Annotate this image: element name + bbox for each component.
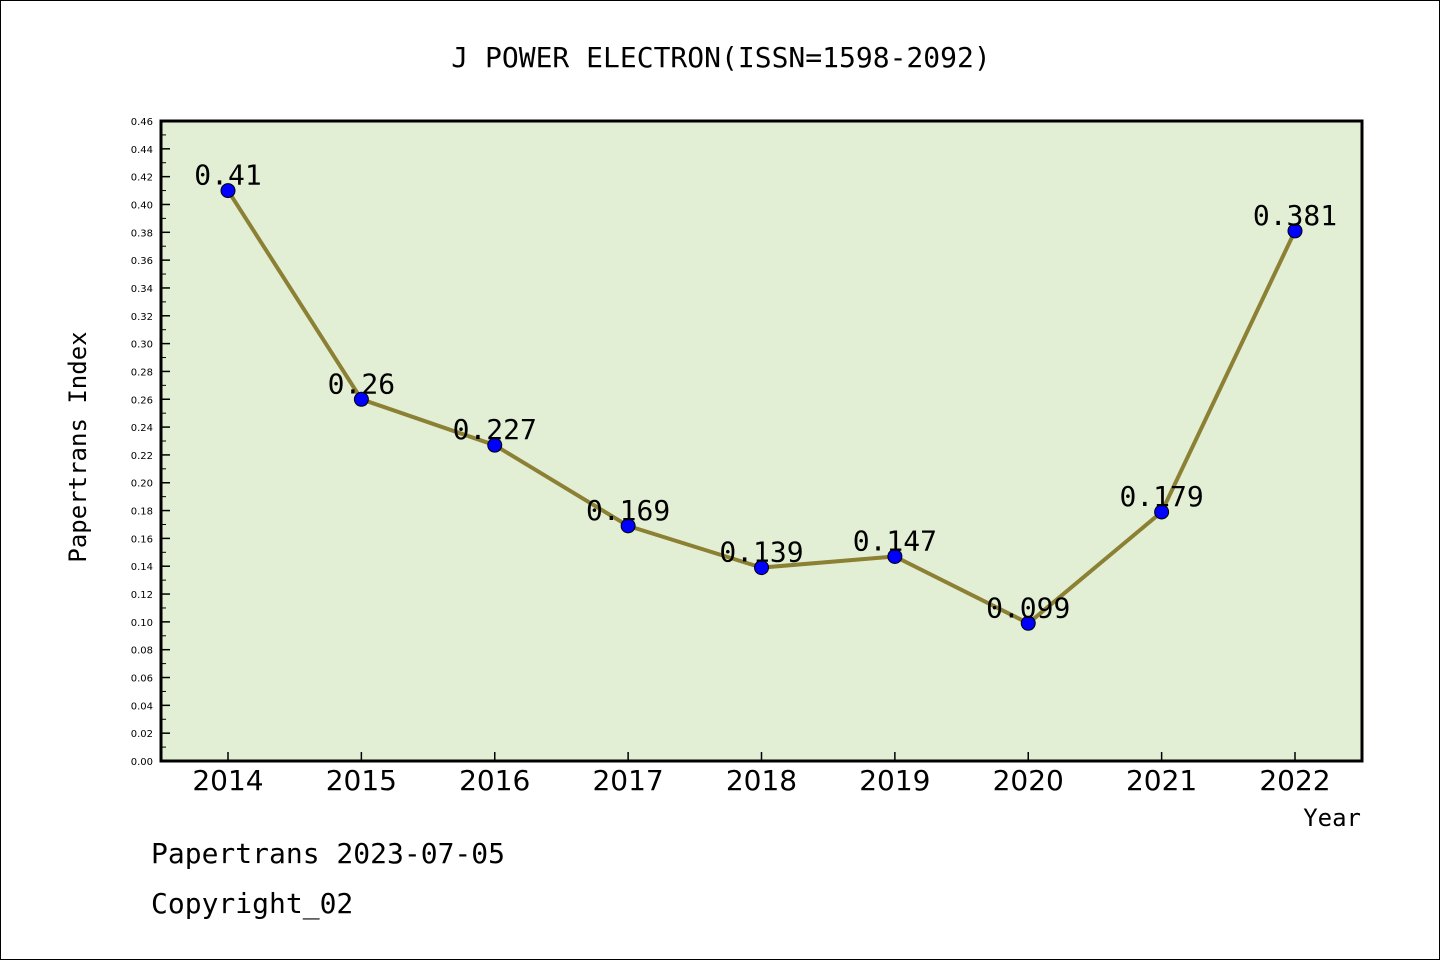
x-tick-label: 2022 — [1259, 764, 1330, 797]
data-point — [1020, 615, 1036, 631]
x-axis: 2014 2015 2016 2017 2018 2019 2020 2021 2022 — [192, 752, 1331, 797]
y-tick-label: 0.08 — [131, 646, 153, 657]
x-tick-label: 2014 — [192, 764, 263, 797]
y-tick-label: 0.02 — [131, 729, 153, 740]
y-tick-label: 0.32 — [131, 312, 153, 323]
y-tick-label: 0.20 — [131, 479, 153, 490]
y-tick-label: 0.24 — [131, 423, 153, 434]
footer-copyright: Copyright_02 — [151, 887, 354, 920]
y-tick-label: 0.18 — [131, 507, 153, 518]
data-point — [1287, 223, 1303, 239]
data-point — [1154, 504, 1170, 520]
y-axis-label: Papertrans Index — [64, 331, 92, 562]
x-tick-label: 2020 — [993, 764, 1064, 797]
plot-area — [159, 119, 1364, 763]
y-tick-label: 0.34 — [131, 284, 153, 295]
x-tick-label: 2016 — [459, 764, 530, 797]
data-label: 0.139 — [719, 536, 803, 569]
x-tick-label: 2019 — [859, 764, 930, 797]
y-tick-label: 0.44 — [131, 145, 153, 156]
data-point — [887, 548, 903, 564]
y-tick-label: 0.04 — [131, 701, 153, 712]
data-label: 0.381 — [1253, 199, 1337, 232]
y-tick-label: 0.14 — [131, 562, 153, 573]
data-point — [620, 518, 636, 534]
data-point — [754, 560, 769, 576]
data-labels: 0.41 0.26 0.227 0.169 0.139 0.147 0.099 0.179 0.… — [194, 159, 1337, 625]
y-tick-label: 0.46 — [131, 117, 153, 128]
y-tick-label: 0.28 — [131, 367, 153, 378]
data-label: 0.227 — [453, 413, 537, 446]
y-tick-label: 0.06 — [131, 674, 153, 685]
data-label: 0.147 — [853, 524, 937, 557]
y-tick-label: 0.10 — [131, 618, 153, 629]
x-tick-label: 2021 — [1126, 764, 1197, 797]
y-tick-label: 0.38 — [131, 228, 153, 239]
data-label: 0.179 — [1119, 480, 1203, 513]
footer-date: Papertrans 2023-07-05 — [151, 837, 506, 870]
y-tick-label: 0.16 — [131, 534, 153, 545]
data-point — [487, 437, 503, 453]
data-label: 0.26 — [328, 367, 395, 400]
y-tick-label: 0.00 — [131, 757, 153, 768]
x-tick-label: 2017 — [592, 764, 663, 797]
y-tick-label: 0.42 — [131, 173, 153, 184]
x-tick-label: 2015 — [326, 764, 397, 797]
y-tick-label: 0.36 — [131, 256, 153, 267]
x-axis-label: Year — [1303, 804, 1361, 832]
chart-title: J POWER ELECTRON(ISSN=1598-2092) — [451, 41, 990, 74]
y-tick-label: 0.22 — [131, 451, 153, 462]
y-axis: 0.00 0.02 0.04 0.06 0.08 0.10 0.12 0.14 0.16 0.18… — [131, 117, 170, 768]
data-label: 0.41 — [194, 159, 261, 192]
y-tick-label: 0.12 — [131, 590, 153, 601]
data-point — [220, 183, 236, 199]
data-label: 0.099 — [986, 591, 1070, 624]
y-tick-label: 0.30 — [131, 340, 153, 351]
x-tick-label: 2018 — [726, 764, 797, 797]
data-label: 0.169 — [586, 494, 670, 527]
y-tick-label: 0.26 — [131, 395, 153, 406]
data-markers — [220, 183, 1303, 631]
data-point — [353, 391, 369, 407]
y-tick-label: 0.40 — [131, 200, 153, 211]
